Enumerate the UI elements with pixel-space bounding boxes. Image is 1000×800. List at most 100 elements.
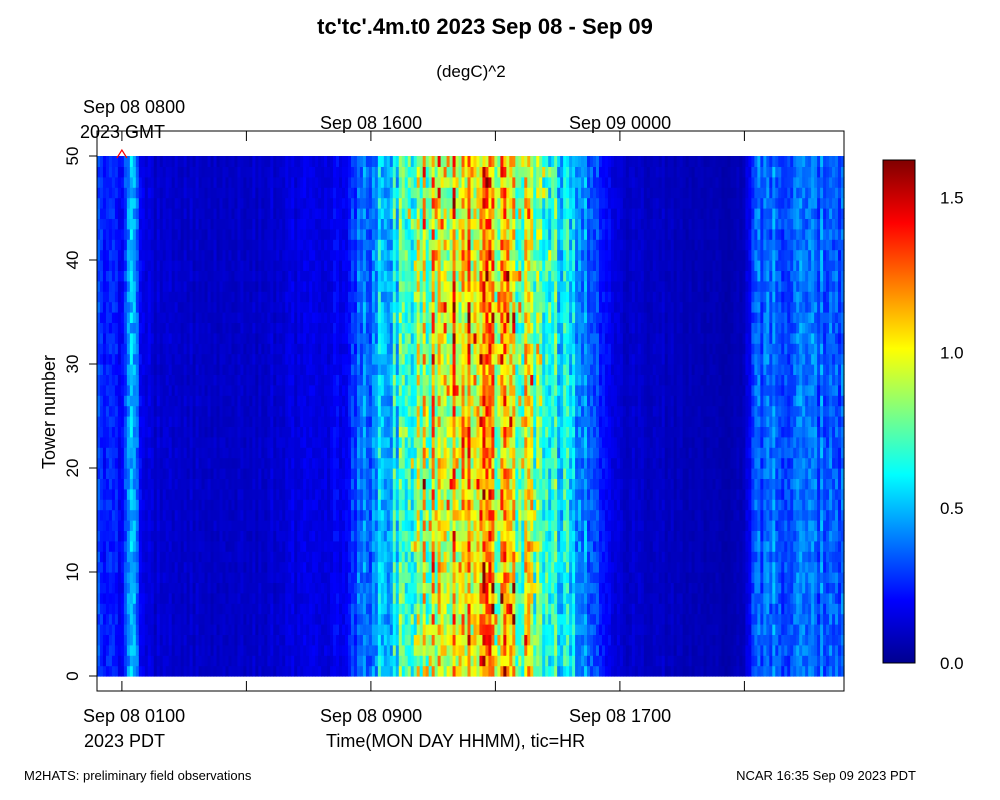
heatmap-cell xyxy=(168,301,173,313)
heatmap-cell xyxy=(156,416,161,427)
heatmap-cell xyxy=(207,187,212,199)
heatmap-cell xyxy=(129,270,134,282)
heatmap-cell xyxy=(141,270,146,282)
heatmap-cell xyxy=(177,499,182,511)
heatmap-cell xyxy=(195,426,200,438)
heatmap-cell xyxy=(150,384,155,396)
heatmap-cell xyxy=(252,280,256,292)
heatmap-cell xyxy=(165,572,170,583)
heatmap-cell xyxy=(189,572,194,583)
heatmap-cell xyxy=(180,499,185,511)
heatmap-cell xyxy=(240,478,245,490)
heatmap-cell xyxy=(153,530,158,542)
heatmap-cell xyxy=(105,530,110,542)
heatmap-cell xyxy=(198,218,203,230)
heatmap-cell xyxy=(150,228,155,240)
heatmap-cell xyxy=(153,322,158,334)
heatmap-cell xyxy=(234,343,239,355)
heatmap-cell xyxy=(261,468,265,479)
heatmap-cell xyxy=(108,176,113,188)
heatmap-cell xyxy=(138,260,143,271)
heatmap-cell xyxy=(180,509,185,521)
heatmap-cell xyxy=(261,655,265,667)
heatmap-cell xyxy=(246,540,250,552)
heatmap-cell xyxy=(249,249,253,261)
heatmap-cell xyxy=(138,166,143,178)
heatmap-cell xyxy=(162,634,167,646)
heatmap-cell xyxy=(243,364,247,375)
heatmap-cell xyxy=(216,228,221,240)
heatmap-cell xyxy=(159,488,164,500)
heatmap-cell xyxy=(180,592,185,604)
heatmap-cell xyxy=(195,239,200,251)
heatmap-cell xyxy=(207,166,212,178)
heatmap-cell xyxy=(228,208,233,219)
heatmap-cell xyxy=(231,416,236,427)
heatmap-cell xyxy=(102,343,107,355)
heatmap-cell xyxy=(114,301,119,313)
heatmap-cell xyxy=(258,561,262,573)
heatmap-cell xyxy=(207,228,212,240)
heatmap-cell xyxy=(165,197,170,209)
heatmap-cell xyxy=(201,520,206,531)
heatmap-cell xyxy=(231,613,236,625)
heatmap-cell xyxy=(255,364,259,375)
heatmap-cell xyxy=(120,540,125,552)
heatmap-cell xyxy=(222,332,227,344)
heatmap-cell xyxy=(105,270,110,282)
heatmap-cell xyxy=(252,228,256,240)
heatmap-cell xyxy=(105,447,110,459)
heatmap-cell xyxy=(240,488,245,500)
top-tick-label-3: Sep 09 0000 xyxy=(569,113,672,133)
heatmap-cell xyxy=(231,499,236,511)
heatmap-cell xyxy=(192,239,197,251)
heatmap-cell xyxy=(138,457,143,469)
heatmap-cell xyxy=(192,197,197,209)
heatmap-cell xyxy=(108,447,113,459)
heatmap-cell xyxy=(201,624,206,635)
heatmap-cell xyxy=(105,239,110,251)
heatmap-cell xyxy=(138,488,143,500)
heatmap-cell xyxy=(168,187,173,199)
heatmap-cell xyxy=(243,218,247,230)
heatmap-cell xyxy=(156,208,161,219)
heatmap-cell xyxy=(102,447,107,459)
heatmap-cell xyxy=(219,572,224,583)
heatmap-cell xyxy=(189,187,194,199)
heatmap-cell xyxy=(156,384,161,396)
heatmap-cell xyxy=(204,364,209,375)
heatmap-cell xyxy=(174,509,179,521)
heatmap-cell xyxy=(258,176,262,188)
heatmap-cell xyxy=(219,582,224,594)
heatmap-cell xyxy=(183,197,188,209)
heatmap-cell xyxy=(141,644,146,656)
heatmap-cell xyxy=(174,665,179,677)
heatmap-cell xyxy=(216,301,221,313)
heatmap-cell xyxy=(141,436,146,448)
heatmap-cell xyxy=(207,530,212,542)
heatmap-cell xyxy=(123,228,128,240)
heatmap-cell xyxy=(105,655,110,667)
heatmap-cell xyxy=(237,457,242,469)
heatmap-cell xyxy=(108,166,113,178)
heatmap-cell xyxy=(177,665,182,677)
heatmap-cell xyxy=(210,468,215,479)
heatmap-cell xyxy=(225,520,230,531)
heatmap-cell xyxy=(255,530,259,542)
heatmap-cell xyxy=(228,582,233,594)
heatmap-cell xyxy=(264,655,268,667)
heatmap-cell xyxy=(97,332,101,344)
heatmap-cell xyxy=(183,572,188,583)
heatmap-cell xyxy=(207,416,212,427)
heatmap-cell xyxy=(114,509,119,521)
heatmap-cell xyxy=(97,176,101,188)
heatmap-cell xyxy=(204,218,209,230)
heatmap-cell xyxy=(231,457,236,469)
heatmap-cell xyxy=(138,416,143,427)
heatmap-cell xyxy=(120,457,125,469)
heatmap-cell xyxy=(195,166,200,178)
heatmap-cell xyxy=(138,447,143,459)
heatmap-cell xyxy=(228,416,233,427)
heatmap-cell xyxy=(255,312,259,323)
heatmap-cell xyxy=(255,457,259,469)
